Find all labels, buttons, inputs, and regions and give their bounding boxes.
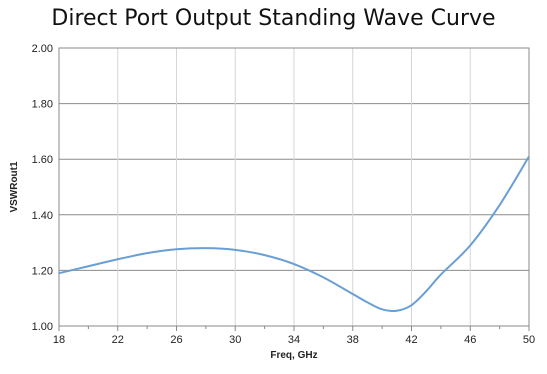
y-tick-label: 2.00: [32, 43, 53, 55]
grid: [58, 47, 530, 327]
y-tick-label: 1.40: [32, 210, 53, 222]
x-axis-ticks: 18 22 26 30 34 38 42 46 50: [53, 326, 535, 346]
x-tick-label: 22: [112, 334, 124, 346]
y-axis-ticks: 1.00 1.20 1.40 1.60 1.80 2.00: [32, 43, 53, 333]
x-tick-label: 18: [53, 334, 65, 346]
series-line: [58, 155, 530, 312]
x-tick-label: 38: [347, 334, 359, 346]
x-tick-label: 42: [405, 334, 417, 346]
x-axis-label: Freq, GHz: [270, 350, 317, 361]
x-tick-label: 46: [464, 334, 476, 346]
y-tick-label: 1.20: [32, 265, 53, 277]
x-tick-label: 50: [523, 334, 535, 346]
y-tick-label: 1.60: [32, 154, 53, 166]
y-axis-label: VSWRout1: [9, 161, 20, 213]
y-tick-label: 1.00: [32, 321, 53, 333]
x-tick-label: 26: [170, 334, 182, 346]
y-tick-label: 1.80: [32, 99, 53, 111]
chart-title: Direct Port Output Standing Wave Curve: [51, 6, 496, 31]
x-tick-label: 30: [229, 334, 241, 346]
x-tick-label: 34: [288, 334, 300, 346]
